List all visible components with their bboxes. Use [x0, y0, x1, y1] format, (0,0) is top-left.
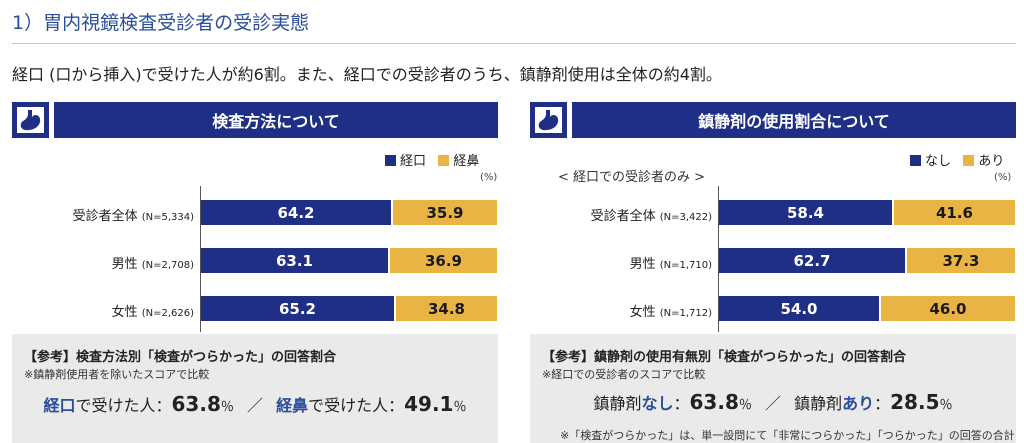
- unit-label: (%): [480, 172, 498, 183]
- ref-key-oral: 経口: [43, 396, 76, 415]
- ref-text: ：: [874, 394, 891, 413]
- ref-text: で受けた人：: [75, 396, 172, 415]
- chart-legend: なし あり: [910, 150, 1004, 169]
- bar-segment: 37.3: [905, 248, 1015, 273]
- sample-size: (N=2,708): [141, 260, 194, 271]
- ref-unit: ％: [939, 398, 953, 413]
- data-label: 63.1: [275, 251, 313, 270]
- category-name: 受診者全体: [590, 209, 660, 224]
- bar-segment: 65.2: [201, 296, 394, 321]
- data-label: 35.9: [426, 203, 464, 222]
- reference-box: 【参考】検査方法別「検査がつらかった」の回答割合 ※鎮静剤使用者を除いたスコアで…: [12, 334, 498, 443]
- data-label: 34.8: [427, 299, 465, 318]
- ref-value-none: 63.8: [689, 390, 739, 414]
- data-label: 64.2: [277, 203, 315, 222]
- data-label: 54.0: [780, 299, 818, 318]
- data-label: 58.4: [786, 203, 824, 222]
- ref-value-oral: 63.8: [171, 392, 221, 416]
- legend-label-yes: あり: [978, 154, 1005, 169]
- ref-separator: ／: [764, 394, 781, 413]
- legend-label-none: なし: [925, 154, 952, 169]
- ref-value-yes: 28.5: [890, 390, 940, 414]
- bar-segment: 34.8: [394, 296, 497, 321]
- category-label: 女性 (N=1,712): [530, 301, 712, 320]
- reference-result: 経口で受けた人：63.8％ ／ 経鼻で受けた人：49.1％: [12, 392, 498, 416]
- reference-note: ※経口での受診者のスコアで比較: [542, 368, 706, 381]
- stomach-icon: [530, 102, 567, 138]
- bar-segment: 36.9: [388, 248, 497, 273]
- ref-unit: ％: [453, 400, 467, 415]
- sample-size: (N=1,712): [659, 308, 712, 319]
- data-label: 46.0: [929, 299, 967, 318]
- ref-unit: ％: [738, 398, 752, 413]
- intro-text: 経口 (口から挿入)で受けた人が約6割。また、経口での受診者のうち、鎮静剤使用は…: [12, 65, 722, 84]
- panel-exam-method: 検査方法について 経口 経鼻 (%) 受診者全体 (N=5,334) 64.2 35…: [12, 102, 498, 443]
- legend-swatch-nasal: [438, 155, 450, 166]
- chart-legend: 経口 経鼻: [385, 150, 479, 169]
- sample-size: (N=5,334): [141, 212, 194, 223]
- sample-size: (N=3,422): [659, 212, 712, 223]
- category-name: 男性: [111, 257, 142, 272]
- chart-axis: [718, 186, 719, 332]
- bar-segment: 62.7: [719, 248, 905, 273]
- bar-segment: 35.9: [391, 200, 497, 225]
- bar-segment: 54.0: [719, 296, 879, 321]
- page-title: 1）胃内視鏡検査受診者の受診実態: [12, 12, 310, 34]
- data-label: 62.7: [793, 251, 831, 270]
- reference-title: 【参考】鎮静剤の使用有無別「検査がつらかった」の回答割合: [542, 350, 907, 365]
- category-name: 女性: [111, 305, 142, 320]
- legend-swatch-oral: [385, 155, 396, 166]
- panel-title: 検査方法について: [54, 102, 498, 138]
- legend-label-nasal: 経鼻: [453, 154, 480, 169]
- footnote: ※「検査がつらかった」は、単一設問にて「非常につらかった」「つらかった」の回答の…: [560, 429, 1015, 442]
- chart-axis: [200, 186, 201, 332]
- category-label: 男性 (N=1,710): [530, 253, 712, 272]
- ref-unit: ％: [220, 400, 234, 415]
- reference-box: 【参考】鎮静剤の使用有無別「検査がつらかった」の回答割合 ※経口での受診者のスコ…: [530, 334, 1016, 443]
- sample-size: (N=1,710): [659, 260, 712, 271]
- category-label: 女性 (N=2,626): [12, 301, 194, 320]
- ref-prefix: 鎮静剤: [593, 394, 642, 413]
- category-label: 受診者全体 (N=3,422): [530, 205, 712, 224]
- unit-label: (%): [994, 172, 1012, 183]
- data-label: 65.2: [278, 299, 316, 318]
- data-label: 41.6: [935, 203, 973, 222]
- ref-key-none: なし: [641, 394, 674, 413]
- bar-segment: 41.6: [892, 200, 1015, 225]
- reference-title: 【参考】検査方法別「検査がつらかった」の回答割合: [24, 350, 337, 365]
- bar-segment: 64.2: [201, 200, 391, 225]
- sample-size: (N=2,626): [141, 308, 194, 319]
- reference-result: 鎮静剤なし：63.8％ ／ 鎮静剤あり：28.5％: [530, 390, 1016, 414]
- panel-sedative-use: 鎮静剤の使用割合について なし あり (%) < 経口での受診者のみ > 受診者…: [530, 102, 1016, 443]
- stomach-icon: [12, 102, 49, 138]
- category-name: 男性: [629, 257, 660, 272]
- bar-segment: 46.0: [879, 296, 1015, 321]
- ref-key-nasal: 経鼻: [276, 396, 309, 415]
- ref-separator: ／: [246, 396, 263, 415]
- chart-subtitle: < 経口での受診者のみ >: [558, 170, 706, 185]
- legend-swatch-yes: [963, 155, 975, 166]
- ref-text: ：: [673, 394, 690, 413]
- ref-key-yes: あり: [842, 394, 875, 413]
- legend-label-oral: 経口: [400, 154, 427, 169]
- panel-title: 鎮静剤の使用割合について: [572, 102, 1016, 138]
- data-label: 36.9: [424, 251, 462, 270]
- bar-segment: 58.4: [719, 200, 892, 225]
- bar-segment: 63.1: [201, 248, 388, 273]
- legend-swatch-none: [910, 155, 921, 166]
- category-name: 受診者全体: [72, 209, 142, 224]
- ref-text: で受けた人：: [308, 396, 405, 415]
- ref-prefix: 鎮静剤: [794, 394, 843, 413]
- data-label: 37.3: [942, 251, 980, 270]
- category-label: 受診者全体 (N=5,334): [12, 205, 194, 224]
- category-name: 女性: [629, 305, 660, 320]
- category-label: 男性 (N=2,708): [12, 253, 194, 272]
- title-divider: [12, 43, 1016, 44]
- ref-value-nasal: 49.1: [404, 392, 454, 416]
- reference-note: ※鎮静剤使用者を除いたスコアで比較: [24, 368, 210, 381]
